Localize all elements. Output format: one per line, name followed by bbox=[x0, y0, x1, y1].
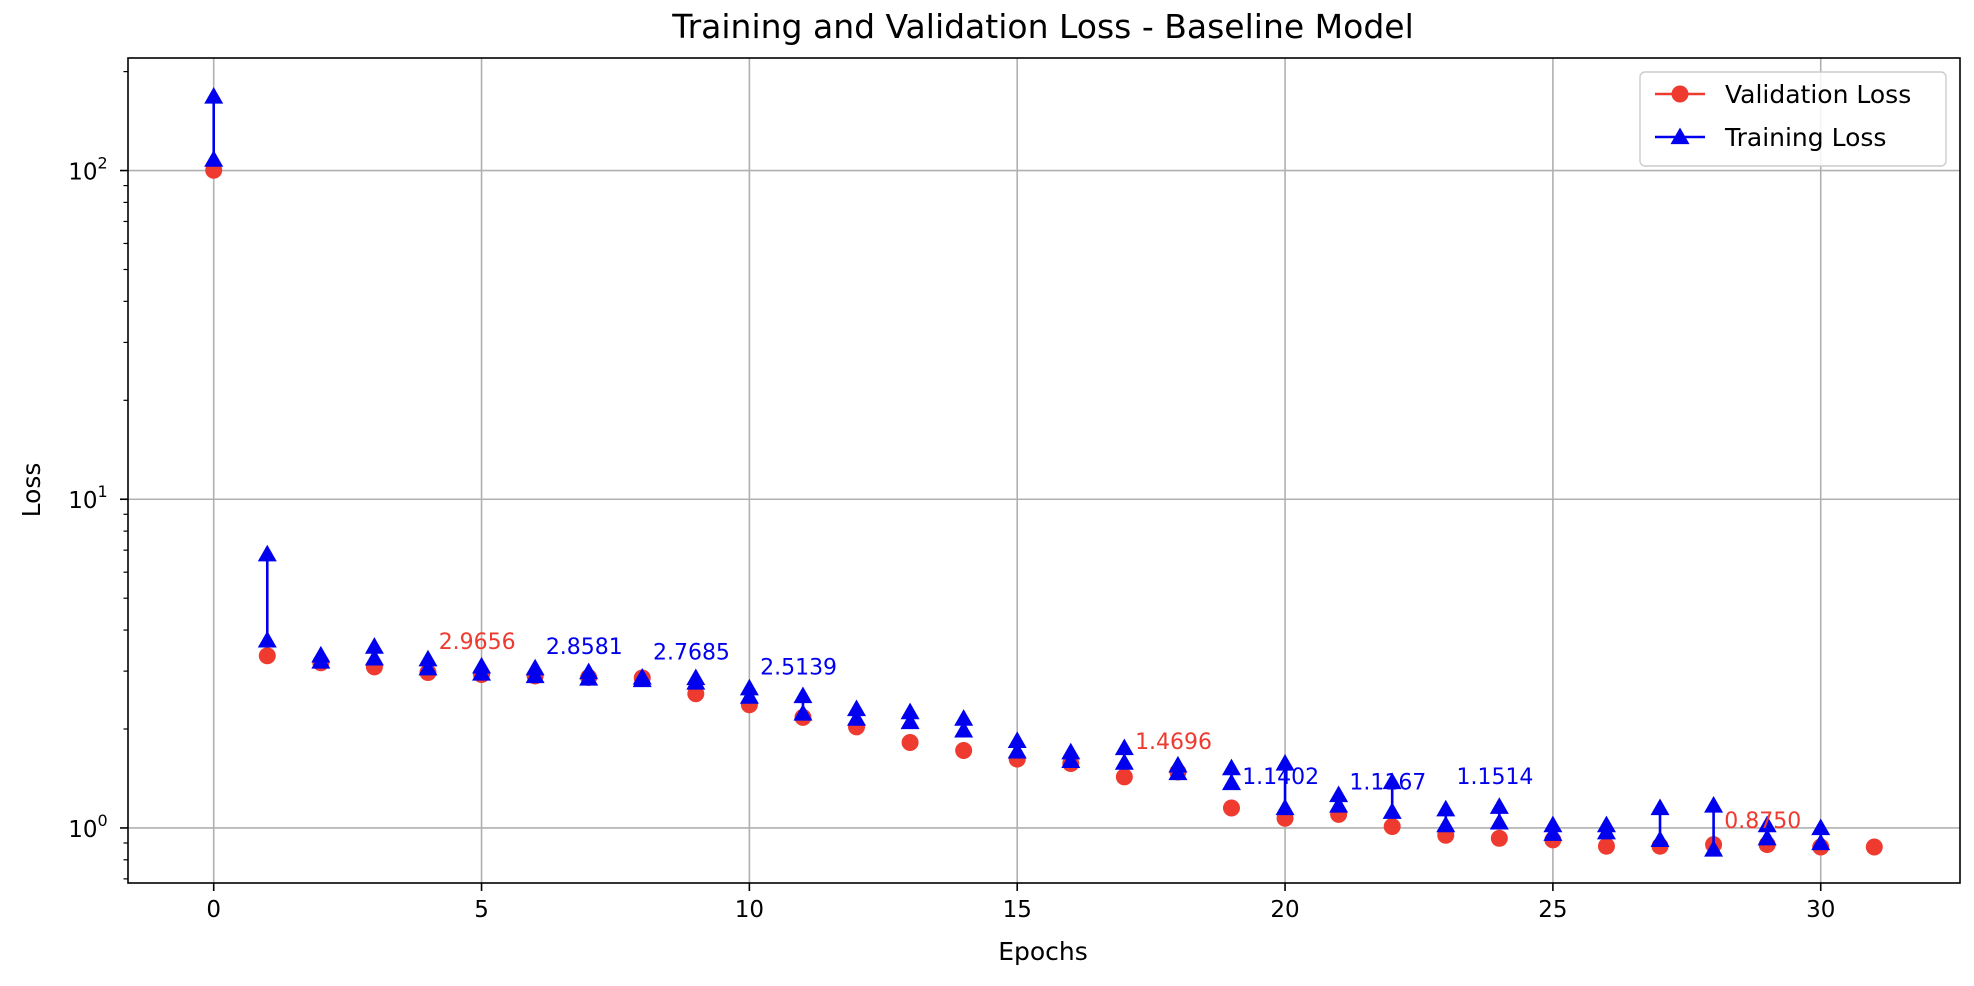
training-loss-point bbox=[1329, 796, 1349, 813]
annotation-label: 2.5139 bbox=[760, 655, 837, 680]
legend: Validation Loss Training Loss bbox=[1639, 71, 1947, 167]
x-tick-label: 25 bbox=[1538, 897, 1567, 923]
training-loss-point bbox=[1436, 799, 1456, 817]
legend-marker bbox=[1671, 85, 1689, 103]
legend-label: Training Loss bbox=[1724, 123, 1886, 152]
training-loss-point bbox=[364, 648, 384, 666]
training-loss-point bbox=[1382, 772, 1402, 790]
training-loss-point bbox=[311, 651, 331, 669]
training-loss-point bbox=[1114, 738, 1134, 756]
training-loss-point bbox=[900, 712, 920, 730]
training-loss-point bbox=[1704, 839, 1724, 857]
annotations: 2.9656 2.8581 2.7685 2.5139 1.4696 1.1402 1.11… bbox=[439, 630, 1802, 834]
training-loss-point bbox=[1811, 833, 1831, 851]
validation-loss-point bbox=[955, 742, 973, 760]
training-loss-point bbox=[1811, 818, 1831, 836]
training-loss-point bbox=[954, 709, 974, 726]
training-loss-point bbox=[472, 664, 492, 681]
chart-title: Training and Validation Loss - Baseline … bbox=[671, 7, 1413, 46]
training-loss-point bbox=[1543, 815, 1563, 833]
training-loss-point bbox=[1704, 796, 1724, 813]
validation-loss-point bbox=[1115, 768, 1133, 786]
validation-loss-point bbox=[1490, 829, 1508, 847]
training-loss-point bbox=[1221, 773, 1241, 791]
training-loss-point bbox=[1650, 830, 1670, 847]
y-tick-label: 101 bbox=[68, 482, 107, 514]
training-loss-point bbox=[1757, 828, 1777, 846]
annotation-label: 1.1514 bbox=[1456, 765, 1533, 790]
training-loss-point bbox=[1650, 798, 1670, 816]
training-loss-point bbox=[204, 86, 224, 104]
y-tick-label: 102 bbox=[68, 154, 107, 186]
training-loss-point bbox=[1114, 753, 1134, 770]
legend-marker bbox=[1670, 127, 1690, 145]
legend-label: Validation Loss bbox=[1725, 80, 1911, 109]
training-loss-point bbox=[1275, 754, 1295, 771]
training-loss-point bbox=[847, 699, 867, 717]
grid bbox=[128, 58, 1960, 883]
training-loss-point bbox=[954, 720, 974, 738]
data-marks bbox=[204, 86, 1883, 857]
training-loss-point bbox=[1061, 751, 1081, 768]
annotation-label: 1.4696 bbox=[1135, 730, 1212, 755]
training-loss-point bbox=[204, 150, 224, 167]
training-loss-point bbox=[418, 658, 438, 676]
training-loss-point bbox=[793, 686, 813, 704]
annotation-label: 2.7685 bbox=[653, 641, 730, 666]
validation-loss-point bbox=[1383, 818, 1401, 836]
annotation-label: 2.8581 bbox=[546, 635, 623, 660]
y-tick-label: 100 bbox=[68, 811, 107, 843]
training-loss-point bbox=[418, 649, 438, 667]
training-loss-point bbox=[1596, 822, 1616, 840]
training-loss-point bbox=[1489, 812, 1509, 830]
training-loss-point bbox=[1061, 742, 1081, 760]
training-loss-point bbox=[1543, 824, 1563, 841]
annotation-label: 1.1167 bbox=[1349, 770, 1426, 795]
legend-box bbox=[1639, 71, 1947, 167]
training-loss-point bbox=[1329, 785, 1349, 803]
validation-loss-point bbox=[901, 733, 919, 751]
training-loss-point bbox=[793, 703, 813, 721]
training-loss-point bbox=[1489, 797, 1509, 814]
training-loss-point bbox=[847, 709, 867, 726]
training-loss-point bbox=[1007, 731, 1027, 749]
validation-loss-point bbox=[258, 647, 276, 665]
x-tick-label: 15 bbox=[1003, 897, 1032, 923]
training-loss-point bbox=[1757, 815, 1777, 833]
training-loss-point bbox=[1221, 758, 1241, 776]
training-loss-point bbox=[364, 637, 384, 654]
training-loss-point bbox=[686, 673, 706, 690]
x-tick-label: 10 bbox=[735, 897, 764, 923]
training-loss-point bbox=[579, 668, 599, 686]
training-loss-point bbox=[1275, 798, 1295, 816]
training-loss-point bbox=[900, 702, 920, 720]
training-loss-point bbox=[257, 544, 277, 562]
validation-loss-point bbox=[1597, 837, 1615, 855]
training-loss-point bbox=[1436, 815, 1456, 833]
x-axis-label: Epochs bbox=[998, 937, 1088, 966]
training-loss-point bbox=[632, 670, 652, 688]
y-axis-label: Loss bbox=[17, 463, 46, 518]
annotation-label: 1.1402 bbox=[1242, 765, 1319, 790]
training-loss-point bbox=[525, 666, 545, 684]
training-loss-point bbox=[257, 630, 277, 648]
validation-loss-point bbox=[1222, 799, 1240, 817]
x-tick-label: 0 bbox=[206, 897, 221, 923]
x-tick-label: 20 bbox=[1270, 897, 1299, 923]
training-loss-point bbox=[1168, 763, 1188, 781]
annotation-label: 2.9656 bbox=[439, 630, 516, 655]
validation-loss-point bbox=[1865, 838, 1883, 856]
x-tick-label: 30 bbox=[1806, 897, 1835, 923]
training-loss-point bbox=[1007, 741, 1027, 759]
annotation-label: 0.8750 bbox=[1724, 809, 1801, 834]
training-loss-point bbox=[1382, 802, 1402, 819]
x-tick-label: 5 bbox=[474, 897, 489, 923]
axes: 0 5 10 15 20 25 30 100 101 102 bbox=[68, 57, 1961, 923]
plot-frame bbox=[127, 57, 1961, 884]
training-loss-point bbox=[739, 687, 759, 704]
